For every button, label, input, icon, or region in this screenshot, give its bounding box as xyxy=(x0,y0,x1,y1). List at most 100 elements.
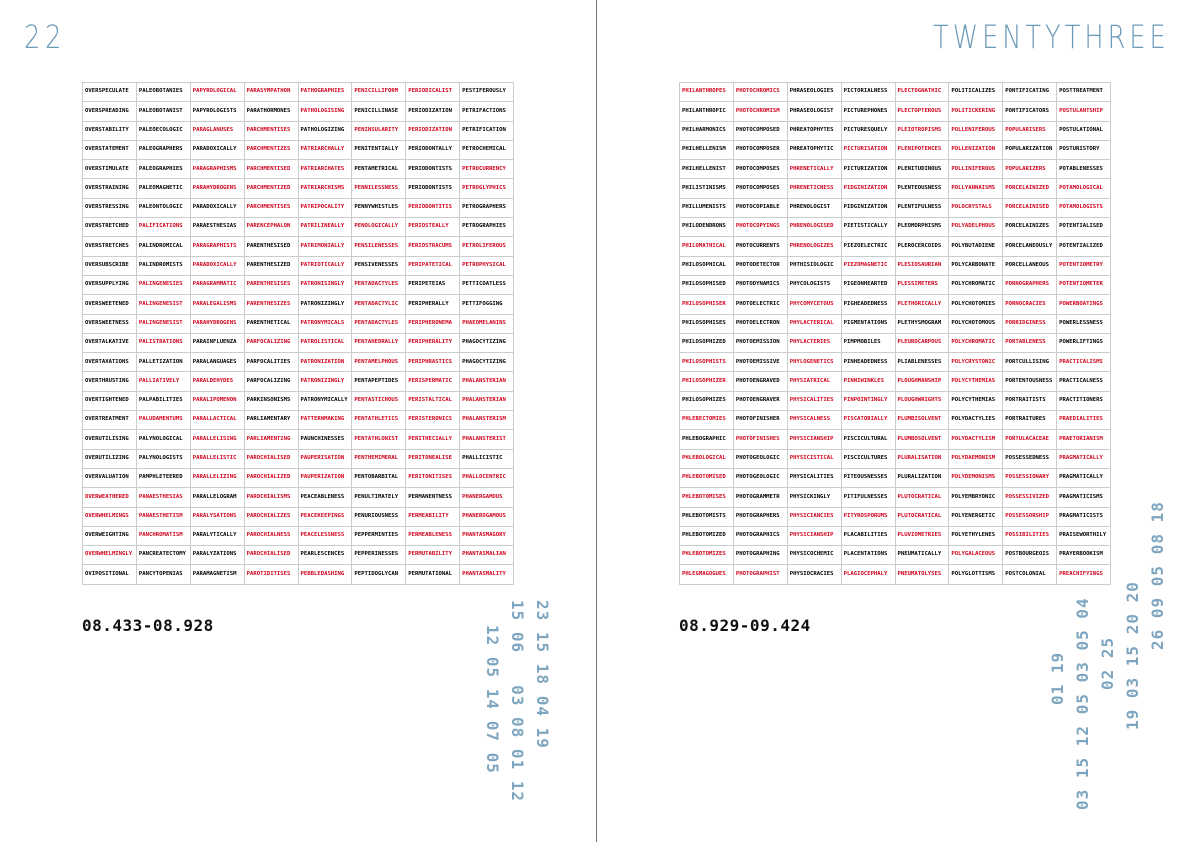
word-cell: PALYNOLOGICAL xyxy=(135,429,191,450)
word-cell: PHRENOLOGISED xyxy=(786,217,842,238)
word-cell: PHRASEOLOGIST xyxy=(786,101,842,122)
word-cell: PALLETIZATION xyxy=(135,352,191,373)
word-cell: PATRILINEALLY xyxy=(297,217,353,238)
word-cell: PARAGLANUSES xyxy=(189,120,245,141)
word-cell: PERIODONTALLY xyxy=(405,139,461,161)
word-cell: PORCELAINISED xyxy=(1002,197,1058,219)
word-cell: PHANERGAMOUS xyxy=(459,487,514,508)
word-cell: PARCHMENTISED xyxy=(243,159,299,180)
word-cell: PLETHYSMOGRAM xyxy=(894,313,950,334)
word-cell: PLUVIOMETRIES xyxy=(894,525,950,547)
word-cell: PATRONISINGLY xyxy=(297,274,353,296)
word-cell: PHOTOGRAPHING xyxy=(732,545,788,566)
word-cell: PORTENTOUSNESS xyxy=(1002,371,1058,392)
word-cell: PATRIPOCALITY xyxy=(297,197,353,219)
word-cell: PERIODIZATION xyxy=(405,120,461,141)
word-cell: PERIODONTISTS xyxy=(405,178,461,199)
word-cell: PERITONEALISE xyxy=(405,448,461,469)
word-cell: PHYSICISTICAL xyxy=(786,448,842,469)
word-cell: PARENTHETICAL xyxy=(243,313,299,334)
word-cell: POLLINIFEROUS xyxy=(948,159,1004,180)
word-cell: PARFOCALITIES xyxy=(243,352,299,373)
word-cell: PHOTOCOPYINGS xyxy=(732,217,788,238)
word-cell: PHILANTHROPIC xyxy=(679,101,734,122)
word-cell: PLUMBISOLVENT xyxy=(894,410,950,431)
word-cell: PHALLICISTIC xyxy=(459,448,514,469)
word-cell: PALLIATIVELY xyxy=(135,371,191,392)
word-cell: PORCELAINIZES xyxy=(1002,217,1058,238)
side-number: 23 15 18 04 19 xyxy=(533,600,552,749)
word-cell: POLYCHOTOMOUS xyxy=(948,313,1004,334)
word-row: PHILODENDRONS PHOTOCOPYINGS PHRENOLOGISED P… xyxy=(679,217,1111,238)
word-cell: PATRIOTICALLY xyxy=(297,255,353,276)
word-row: PHILLUMENISTS PHOTOCOPIABLE PHRENOLOGIST PI… xyxy=(679,197,1111,219)
word-cell: PHOTOCHROMISM xyxy=(732,101,788,122)
word-cell: PHYSIATRICAL xyxy=(786,371,842,392)
word-cell: PHANTASMAGORY xyxy=(459,525,514,547)
word-cell: POSSESSORSHIP xyxy=(1002,506,1058,527)
word-row: PHLEBOTOMIZED PHOTOGRAPHICS PHYSICIANSHIP P… xyxy=(679,525,1111,547)
word-cell: PENTASTICHOUS xyxy=(351,390,407,412)
word-cell: PARCHMENTISES xyxy=(243,197,299,219)
word-cell: PLUMBOSOLVENT xyxy=(894,429,950,450)
word-cell: POLYETHYLENES xyxy=(948,525,1004,547)
word-cell: PENTATHLONIST xyxy=(351,429,407,450)
word-cell: PERITONITISES xyxy=(405,467,461,489)
word-cell: PERIPATETICAL xyxy=(405,255,461,276)
word-cell: PHOTODYNAMICS xyxy=(732,274,788,296)
word-cell: PLACENTATIONS xyxy=(840,545,896,566)
word-cell: POSTCOLONIAL xyxy=(1002,564,1058,585)
word-cell: PEBBLEDASHING xyxy=(297,564,353,585)
word-cell: PINHEADEDNESS xyxy=(840,352,896,373)
word-cell: PETROGRAPHIES xyxy=(459,217,514,238)
word-row: PHILANTHROPES PHOTOCHROMICS PHRASEOLOGIES P… xyxy=(679,81,1111,103)
word-cell: PORTRAITISTS xyxy=(1002,390,1058,412)
word-cell: PLETHORICALLY xyxy=(894,294,950,315)
word-row: OVERWHELMINGLY PANCREATECTOMY PARALYZATION… xyxy=(82,545,514,566)
word-cell: PETROCURRENCY xyxy=(459,159,514,180)
word-cell: PARAGRAPHISTS xyxy=(189,236,245,257)
word-cell: POLLYANNAISMS xyxy=(948,178,1004,199)
caption: 08.433-08.928 xyxy=(82,616,214,635)
word-cell: PHOTOCOMPOSER xyxy=(732,139,788,161)
word-cell: PATTERNMAKING xyxy=(297,410,353,431)
word-cell: PATRIARCHALLY xyxy=(297,139,353,161)
word-cell: PENTADACTYLIC xyxy=(351,294,407,315)
word-cell: PENTHEMIMERAL xyxy=(351,448,407,469)
word-cell: PAROCHIALISMS xyxy=(243,487,299,508)
word-cell: PHYSICALITIES xyxy=(786,467,842,489)
word-cell: POWERLESSNESS xyxy=(1056,313,1111,334)
word-cell: PARENTHESIZES xyxy=(243,294,299,315)
word-cell: PHOTODETECTOR xyxy=(732,255,788,276)
word-cell: PENSILENESSES xyxy=(351,236,407,257)
right-page: TWENTYTHREE PHILANTHROPES PHOTOCHROMICS PH… xyxy=(596,0,1191,842)
word-cell: PHILISTINISMS xyxy=(679,178,734,199)
word-cell: PALINGENESIST xyxy=(135,313,191,334)
word-cell: PHLEBECTOMIES xyxy=(679,410,734,431)
word-cell: PARASYMPATHON xyxy=(243,81,299,103)
word-cell: POTENTIOMETER xyxy=(1056,274,1111,296)
word-row: PHLEBOTOMIZES PHOTOGRAPHING PHYSICOCHEMIC P… xyxy=(679,545,1111,566)
word-row: OVERVALUATION PAMPHLETEERED PARALLELIZING P… xyxy=(82,467,514,489)
word-cell: PARENTHESISES xyxy=(243,274,299,296)
word-cell: PARALEGALISMS xyxy=(189,294,245,315)
word-cell: PENTADACTYLES xyxy=(351,313,407,334)
word-cell: PORNOGRAPHERS xyxy=(1002,274,1058,296)
word-cell: PRACTICALISMS xyxy=(1056,352,1111,373)
word-cell: PERIPHERALITY xyxy=(405,332,461,354)
word-cell: POWERBOATINGS xyxy=(1056,294,1111,315)
word-cell: PENTADACTYLES xyxy=(351,274,407,296)
word-cell: PENTATHLETICS xyxy=(351,410,407,431)
word-cell: OVERSTRAINING xyxy=(82,178,137,199)
word-cell: PATHOLOGISING xyxy=(297,101,353,122)
word-cell: PORTRAITURES xyxy=(1002,410,1058,431)
word-row: PHLEBOTOMISES PHOTOGRAMMETR PHYSICKINGLY PI… xyxy=(679,487,1111,508)
word-row: OVERSTRESSING PALEONTOLOGIC PARADOXICALLY P… xyxy=(82,197,514,219)
side-number: 02 25 xyxy=(1098,636,1117,690)
side-number: 15 06 03 08 01 12 xyxy=(508,600,527,803)
word-cell: PHYCOMYCETOUS xyxy=(786,294,842,315)
word-cell: PHLEBOTOMIZES xyxy=(679,545,734,566)
word-cell: PETTICOATLESS xyxy=(459,274,514,296)
word-cell: OVERSWEETNESS xyxy=(82,313,137,334)
